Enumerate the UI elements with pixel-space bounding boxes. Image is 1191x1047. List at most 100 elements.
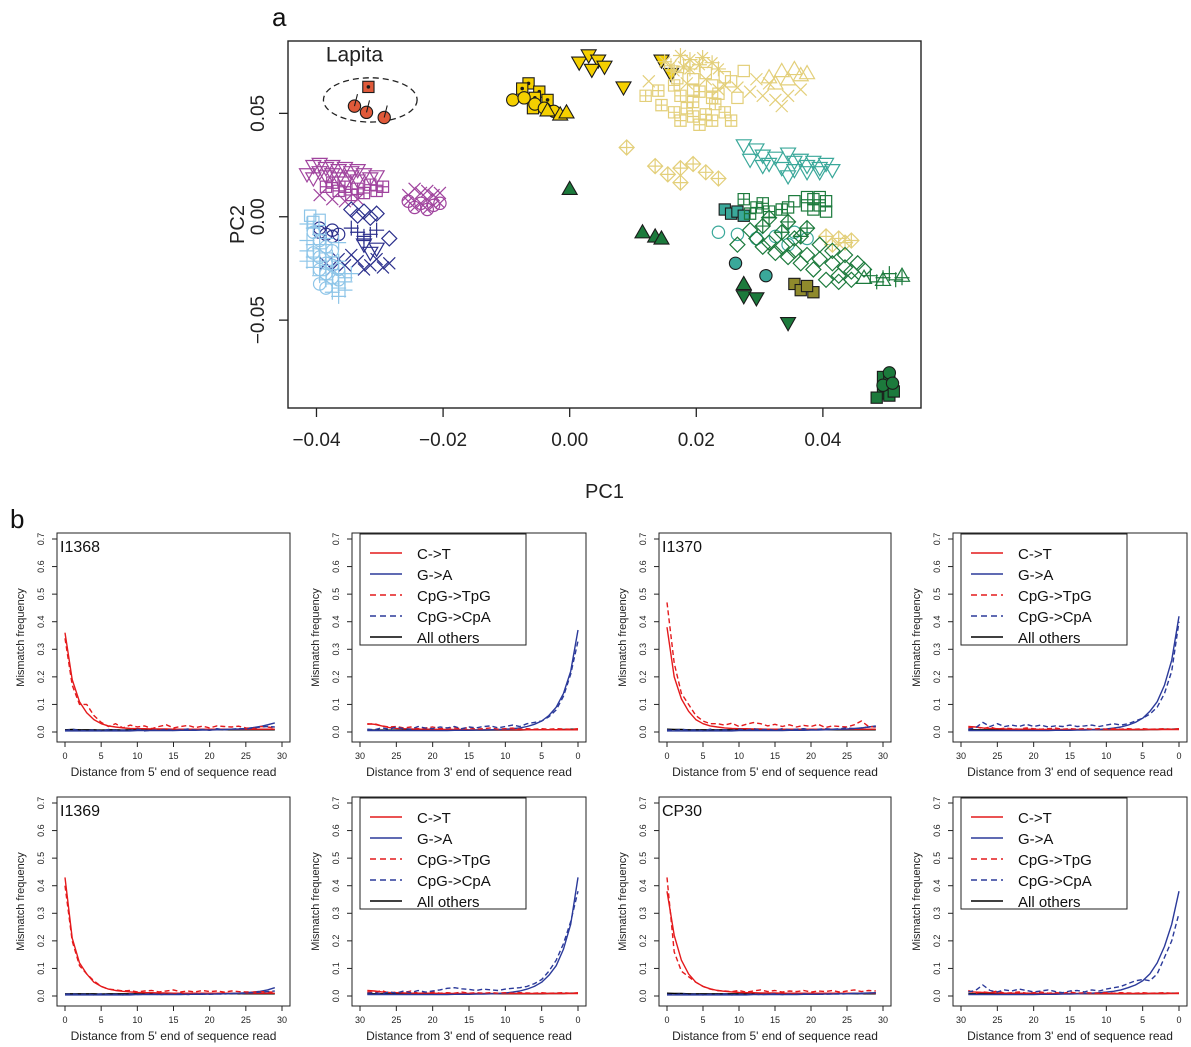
x-tick-label: 30 bbox=[956, 1015, 966, 1025]
x-axis-label: Distance from 3' end of sequence read bbox=[967, 1029, 1173, 1043]
scatter-point bbox=[433, 186, 447, 200]
y-axis-label: PC2 bbox=[227, 205, 249, 244]
y-tick-label: 0.7 bbox=[932, 797, 942, 810]
scatter-point bbox=[693, 118, 706, 131]
legend-label: CpG->CpA bbox=[1018, 609, 1092, 626]
series-line bbox=[367, 640, 579, 731]
scatter-point bbox=[351, 192, 365, 206]
x-tick-label: 25 bbox=[992, 751, 1002, 761]
scatter-point bbox=[680, 101, 694, 115]
x-tick-label: 30 bbox=[277, 751, 287, 761]
scatter-point bbox=[338, 194, 352, 208]
scatter-point bbox=[323, 168, 341, 184]
legend: C->T G->A CpG->TpG CpG->CpA All others bbox=[359, 797, 527, 911]
scatter-point bbox=[655, 98, 668, 112]
scatter-point bbox=[596, 60, 613, 76]
x-tick-label: 10 bbox=[500, 1015, 510, 1025]
scatter-point bbox=[299, 253, 315, 269]
scatter-point bbox=[652, 84, 665, 97]
y-tick-label: 0.0 bbox=[36, 726, 46, 739]
y-tick-label: 0.2 bbox=[331, 671, 341, 684]
scatter-point bbox=[798, 166, 816, 182]
scatter-point bbox=[843, 232, 860, 249]
scatter-point bbox=[743, 85, 757, 99]
legend-label: CpG->TpG bbox=[417, 588, 491, 605]
legend-label: C->T bbox=[1018, 810, 1052, 827]
y-tick-label: 0.1 bbox=[638, 698, 648, 711]
x-tick-label: 5 bbox=[700, 1015, 705, 1025]
x-tick-label: 0.02 bbox=[678, 430, 715, 451]
scatter-point bbox=[349, 207, 366, 225]
y-tick-label: 0.2 bbox=[638, 671, 648, 684]
legend-label: CpG->TpG bbox=[417, 852, 491, 869]
scatter-point bbox=[811, 250, 829, 268]
scatter-point bbox=[684, 155, 702, 173]
x-tick-label: 0 bbox=[575, 751, 580, 761]
legend-label: G->A bbox=[417, 567, 452, 584]
scatter-point bbox=[667, 106, 681, 119]
scatter-point bbox=[705, 79, 719, 92]
x-tick-label: 10 bbox=[132, 1015, 142, 1025]
y-tick-label: 0.2 bbox=[638, 935, 648, 948]
x-axis-label: Distance from 5' end of sequence read bbox=[672, 765, 878, 779]
y-tick-label: 0.1 bbox=[638, 962, 648, 975]
x-tick-label: 0.00 bbox=[551, 430, 588, 451]
scatter-point bbox=[710, 170, 727, 187]
x-tick-label: 5 bbox=[99, 751, 104, 761]
scatter-point bbox=[343, 266, 359, 282]
x-axis-label: Distance from 3' end of sequence read bbox=[366, 1029, 572, 1043]
legend-label: All others bbox=[417, 630, 480, 647]
scatter-point bbox=[773, 161, 791, 177]
scatter-point bbox=[843, 271, 860, 289]
scatter-point bbox=[361, 246, 379, 262]
x-tick-label: 30 bbox=[956, 751, 966, 761]
lapita-label: Lapita bbox=[326, 43, 384, 66]
x-tick-label: 5 bbox=[539, 751, 544, 761]
scatter-point bbox=[407, 200, 422, 215]
x-tick-label: 0 bbox=[62, 1015, 67, 1025]
damage-profile-plots: 0 5 10 15 20 25 30 0.0 0.1 0.2 0.3 0.4 0.5 0.6 0.7 Dist… bbox=[15, 532, 1188, 1043]
scatter-point bbox=[331, 288, 347, 304]
x-tick-label: 25 bbox=[842, 751, 852, 761]
series-line bbox=[968, 989, 1180, 994]
x-axis-label: Distance from 3' end of sequence read bbox=[967, 765, 1173, 779]
y-tick-label: 0.6 bbox=[36, 560, 46, 573]
scatter-point bbox=[735, 139, 753, 155]
y-tick-label: 0.3 bbox=[638, 907, 648, 920]
x-tick-label: 30 bbox=[355, 751, 365, 761]
y-tick-label: 0.1 bbox=[36, 698, 46, 711]
y-tick-label: 0.5 bbox=[36, 588, 46, 601]
x-tick-label: 15 bbox=[168, 751, 178, 761]
scatter-point bbox=[813, 190, 826, 204]
scatter-point bbox=[323, 159, 341, 175]
scatter-point bbox=[382, 256, 396, 270]
scatter-point bbox=[674, 114, 687, 127]
damage-plot-3: 0 5 10 15 20 25 30 0.0 0.1 0.2 0.3 0.4 0.5 0.6 0.7 Dist… bbox=[617, 532, 892, 779]
scatter-point bbox=[855, 269, 873, 284]
series-line bbox=[968, 891, 1180, 996]
scatter-point bbox=[676, 59, 692, 75]
y-tick-label: 0.0 bbox=[638, 990, 648, 1003]
x-tick-label: 10 bbox=[500, 751, 510, 761]
pca-scatter-plot: −0.04 −0.02 0.00 0.02 0.04 −0.05 0.00 0.05 PC1 PC… bbox=[227, 40, 922, 503]
scatter-point bbox=[756, 89, 770, 103]
scatter-point bbox=[779, 317, 797, 332]
legend: C->T G->A CpG->TpG CpG->CpA All others bbox=[359, 533, 527, 647]
series-line bbox=[666, 891, 876, 994]
scatter-point bbox=[672, 159, 689, 177]
y-tick-label: 0.4 bbox=[331, 879, 341, 892]
scatter-point bbox=[558, 103, 575, 119]
scatter-point bbox=[779, 248, 797, 266]
lapita-leader-line bbox=[365, 100, 371, 113]
scatter-point bbox=[506, 93, 520, 107]
y-tick-label: 0.5 bbox=[638, 852, 648, 865]
scatter-point bbox=[773, 223, 791, 241]
scatter-point bbox=[824, 242, 841, 260]
scatter-point bbox=[870, 391, 883, 404]
scatter-point bbox=[697, 163, 715, 181]
legend-label: CpG->CpA bbox=[417, 609, 491, 626]
scatter-point bbox=[672, 47, 688, 63]
y-axis-label: Mismatch frequency bbox=[617, 852, 629, 951]
y-tick-label: 0.0 bbox=[331, 990, 341, 1003]
scatter-point bbox=[766, 74, 784, 90]
